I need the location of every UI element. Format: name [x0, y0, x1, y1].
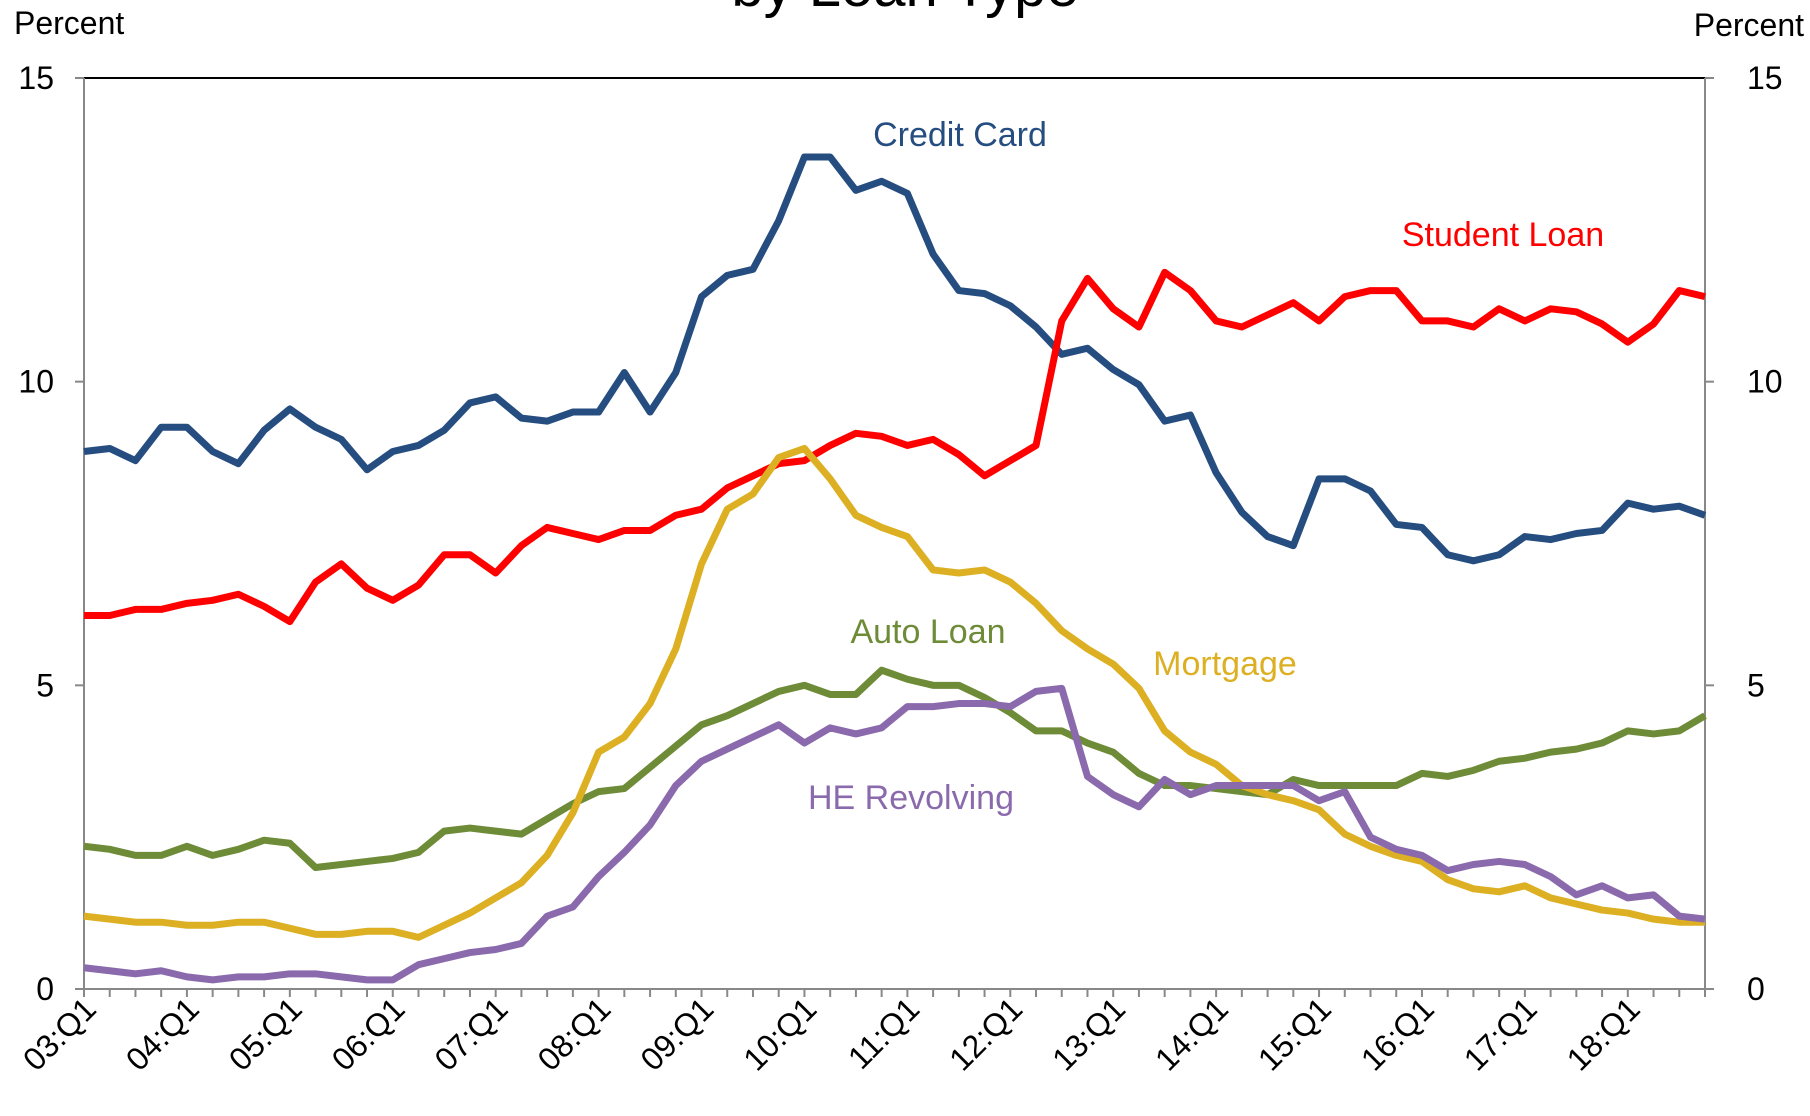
y-tick-label: 0 — [36, 971, 54, 1007]
x-tick-label: 10:Q1 — [736, 990, 823, 1077]
x-tick-label: 12:Q1 — [942, 990, 1029, 1077]
y2-tick-label: 10 — [1747, 364, 1783, 400]
series-label: Credit Card — [873, 116, 1047, 154]
x-tick-label: 08:Q1 — [530, 990, 617, 1077]
y-tick-label: 15 — [18, 60, 54, 96]
series-line — [84, 268, 1706, 626]
x-tick-label: 06:Q1 — [325, 990, 412, 1077]
x-tick-label: 04:Q1 — [119, 990, 206, 1077]
y2-axis-label: Percent — [1694, 7, 1804, 43]
x-tick-label: 16:Q1 — [1354, 990, 1441, 1077]
series-label: Auto Loan — [850, 613, 1005, 651]
x-tick-label: 07:Q1 — [428, 990, 515, 1077]
x-tick-label: 15:Q1 — [1251, 990, 1338, 1077]
series-line — [83, 153, 1707, 565]
x-tick-label: 05:Q1 — [222, 990, 309, 1077]
series-line — [83, 684, 1706, 984]
x-tick-label: 03:Q1 — [16, 990, 103, 1077]
series-label: HE Revolving — [808, 779, 1014, 817]
series-label: Student Loan — [1402, 216, 1604, 254]
x-tick-label: 09:Q1 — [633, 990, 720, 1077]
series-label: Mortgage — [1153, 645, 1297, 683]
series-line — [83, 444, 1705, 941]
y2-tick-label: 5 — [1747, 667, 1765, 703]
x-tick-label: 17:Q1 — [1457, 990, 1544, 1077]
y2-tick-label: 0 — [1747, 971, 1765, 1007]
x-tick-label: 18:Q1 — [1560, 990, 1647, 1077]
y2-tick-label: 15 — [1747, 60, 1783, 96]
x-tick-label: 14:Q1 — [1148, 990, 1235, 1077]
x-tick-label: 13:Q1 — [1045, 990, 1132, 1077]
y-tick-label: 10 — [18, 364, 54, 400]
series-line — [83, 666, 1707, 872]
chart-title: by Loan Type — [731, 0, 1078, 19]
y-axis-label: Percent — [14, 5, 124, 41]
y-tick-label: 5 — [36, 667, 54, 703]
x-tick-label: 11:Q1 — [841, 990, 926, 1075]
